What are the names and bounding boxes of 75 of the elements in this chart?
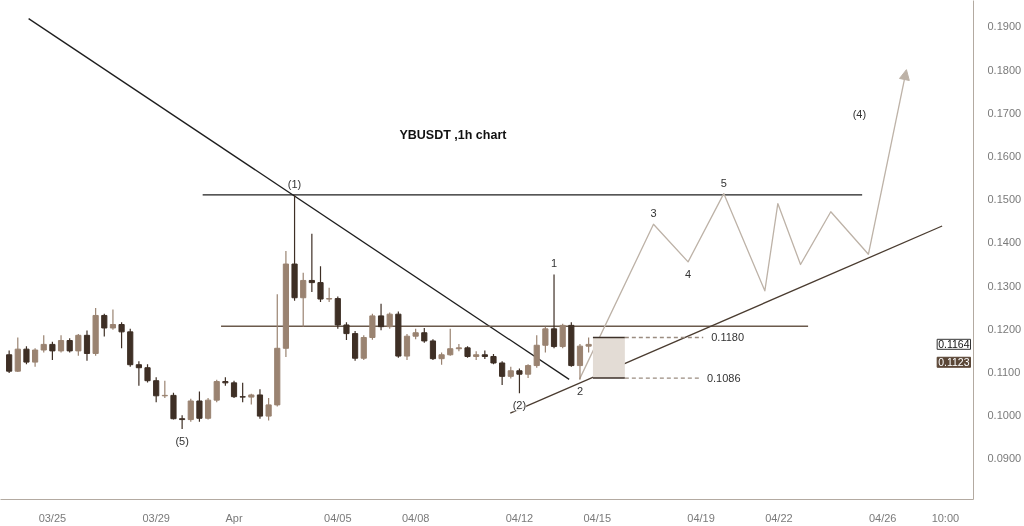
candlestick <box>213 379 220 403</box>
candlestick <box>550 273 558 349</box>
x-tick-label: 03/29 <box>142 511 170 524</box>
candlestick <box>317 265 324 303</box>
x-tick-label: 04/12 <box>505 511 534 524</box>
annotation: 0.1180 <box>711 331 745 344</box>
y-tick-label: 0.1100 <box>987 366 1021 379</box>
candlestick <box>204 397 212 421</box>
x-tick-label: 10:00 <box>931 511 960 524</box>
annotation: 4 <box>685 267 692 280</box>
candlestick <box>109 308 117 331</box>
y-tick-label: 0.1900 <box>987 20 1022 33</box>
y-tick-label: 0.1400 <box>987 236 1022 249</box>
annotation: 0.1086 <box>706 372 741 385</box>
candlestick <box>576 343 584 380</box>
candlestick <box>75 333 82 357</box>
candlestick <box>170 392 177 421</box>
candlestick <box>265 397 272 422</box>
y-tick-label: 0.1600 <box>987 150 1022 163</box>
candlestick <box>403 333 411 361</box>
candlestick <box>542 326 549 354</box>
candlestick <box>187 398 194 423</box>
candlestick <box>369 313 376 341</box>
x-tick-label: 04/19 <box>687 511 715 524</box>
annotation: 0.1123 <box>938 356 970 369</box>
candlestick <box>118 321 125 349</box>
candlestick <box>559 323 566 349</box>
x-tick-label: 03/25 <box>38 511 67 524</box>
x-tick-label: 04/26 <box>868 511 897 524</box>
annotation: 1 <box>550 257 558 270</box>
candlestick <box>429 338 437 361</box>
annotation: (2) <box>512 399 527 412</box>
candlestick <box>101 313 108 338</box>
annotation: 5 <box>720 176 727 189</box>
y-tick-label: 0.1000 <box>987 409 1022 422</box>
candlestick <box>179 414 186 430</box>
x-tick-label: 04/15 <box>583 511 612 524</box>
candlestick <box>308 233 315 293</box>
candlestick <box>23 345 30 365</box>
y-tick-label: 0.1800 <box>987 63 1022 76</box>
y-tick-label: 0.0900 <box>987 452 1022 465</box>
candlestick <box>455 343 462 352</box>
candlestick <box>300 272 307 328</box>
candlestick <box>196 390 203 423</box>
annotation: 3 <box>650 207 657 220</box>
candlestick <box>239 382 246 403</box>
annotation: (5) <box>175 435 189 448</box>
candlestick <box>499 360 506 386</box>
annotation: 2 <box>576 385 584 398</box>
candlestick <box>256 388 264 420</box>
annotation: 0.1164 <box>938 338 970 351</box>
y-tick-label: 0.1500 <box>987 193 1022 206</box>
annotation: (4) <box>852 108 867 121</box>
candlestick <box>135 360 142 387</box>
candlestick <box>144 363 151 384</box>
annotation: (1) <box>287 177 302 190</box>
x-tick-label: Apr <box>225 511 243 524</box>
y-tick-label: 0.1300 <box>987 279 1022 292</box>
x-tick-label: 04/22 <box>765 511 793 524</box>
candlestick <box>14 336 21 373</box>
candlestick <box>516 367 523 394</box>
candlestick <box>32 347 39 368</box>
y-tick-label: 0.1200 <box>987 322 1022 335</box>
candlestick <box>533 334 540 369</box>
candlestick <box>6 349 13 374</box>
text: YBUSDT ,1h chart <box>399 128 508 143</box>
x-tick-label: 04/05 <box>324 511 352 524</box>
candlestick <box>360 334 367 361</box>
y-tick-label: 0.1700 <box>987 106 1022 119</box>
candlestick <box>49 341 56 361</box>
candlestick <box>83 329 91 362</box>
x-tick-label: 04/08 <box>401 511 430 524</box>
candlestick <box>377 303 385 331</box>
candlestick <box>153 376 160 403</box>
candlestick <box>447 328 454 357</box>
